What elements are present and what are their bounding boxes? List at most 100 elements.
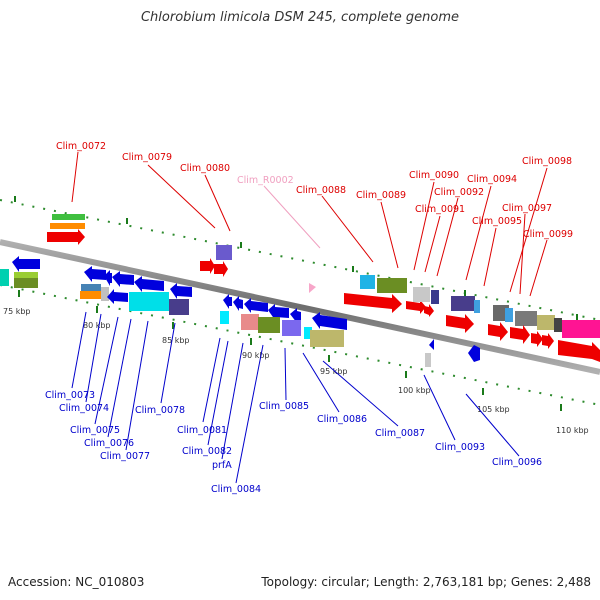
scale-ticks — [14, 196, 578, 411]
gene-arrow-forward[interactable] — [488, 322, 508, 341]
gene-feature[interactable] — [360, 275, 375, 289]
gene-feature[interactable] — [14, 272, 38, 278]
gene-arrow-reverse[interactable] — [12, 256, 40, 272]
gene-label[interactable]: Clim_0076 — [84, 438, 134, 449]
gene-arrow-forward[interactable] — [344, 293, 402, 313]
genome-stats: Topology: circular; Length: 2,763,181 bp… — [261, 575, 591, 589]
gene-label[interactable]: Clim_0074 — [59, 403, 109, 414]
gene-label[interactable]: Clim_0091 — [415, 204, 465, 215]
gene-arrow-forward[interactable] — [531, 331, 543, 347]
gene-feature[interactable] — [554, 318, 562, 332]
gene-label[interactable]: Clim_0099 — [523, 229, 573, 240]
gene-feature[interactable] — [505, 308, 513, 322]
scale-tick — [250, 338, 252, 345]
gene-label[interactable]: Clim_0084 — [211, 484, 261, 495]
gene-label[interactable]: Clim_0087 — [375, 428, 425, 439]
gene-feature[interactable] — [0, 269, 9, 286]
gene-arrow-reverse[interactable] — [290, 308, 301, 323]
gene-feature[interactable] — [220, 311, 229, 324]
gene-feature[interactable] — [129, 292, 169, 311]
gene-feature[interactable] — [310, 330, 344, 347]
gene-arrow-forward[interactable] — [542, 333, 554, 349]
gene-feature[interactable] — [258, 317, 280, 333]
gene-feature[interactable] — [425, 353, 431, 367]
gene-arrow-reverse[interactable] — [223, 294, 232, 309]
tick-label-75: 75 kbp — [3, 307, 31, 316]
gene-label[interactable]: Clim_0094 — [467, 174, 517, 185]
gene-label[interactable]: Clim_0097 — [502, 203, 552, 214]
map-title: Chlorobium limicola DSM 245, complete ge… — [140, 10, 460, 25]
gene-arrow-forward[interactable] — [200, 258, 215, 274]
gene-arrow-forward[interactable] — [446, 314, 474, 333]
gene-arrow-reverse[interactable] — [244, 298, 268, 313]
gene-arrow-forward[interactable] — [406, 300, 426, 314]
gene-arrow-reverse[interactable] — [468, 345, 480, 362]
tick-label-105: 105 kbp — [477, 405, 510, 414]
gene-feature[interactable] — [80, 291, 101, 299]
gene-label[interactable]: Clim_0090 — [409, 170, 459, 181]
gene-feature[interactable] — [431, 290, 439, 304]
gene-arrow-reverse[interactable] — [429, 339, 434, 350]
gene-arrow-reverse[interactable] — [104, 270, 112, 286]
gene-arrow-reverse[interactable] — [84, 266, 106, 282]
scale-tick — [328, 355, 330, 362]
gene-label[interactable]: Clim_0095 — [472, 216, 522, 227]
gene-label[interactable]: Clim_0072 — [56, 141, 106, 152]
gene-label[interactable]: Clim_0086 — [317, 414, 367, 425]
gene-label[interactable]: Clim_0098 — [522, 156, 572, 167]
gene-label[interactable]: Clim_0082 — [182, 446, 232, 457]
gene-feature[interactable] — [537, 315, 555, 330]
gene-feature[interactable] — [241, 314, 259, 330]
rna-feature[interactable] — [309, 283, 316, 293]
gene-label[interactable]: Clim_0089 — [356, 190, 406, 201]
gene-arrow-forward[interactable] — [558, 340, 600, 362]
gene-label[interactable]: prfA — [212, 460, 232, 471]
gene-arrow-forward[interactable] — [214, 261, 228, 277]
gene-feature[interactable] — [216, 245, 232, 260]
gene-label[interactable]: Clim_0078 — [135, 405, 185, 416]
scale-tick — [14, 196, 16, 202]
gene-feature[interactable] — [52, 214, 85, 220]
gene-arrow-reverse[interactable] — [107, 289, 128, 304]
gene-arrow-reverse[interactable] — [233, 296, 243, 311]
scale-tick — [576, 314, 578, 320]
gene-feature[interactable] — [515, 311, 537, 326]
gene-feature[interactable] — [474, 300, 480, 313]
gene-feature[interactable] — [101, 287, 109, 301]
tick-label-80: 80 kbp — [83, 321, 111, 330]
gene-feature[interactable] — [169, 299, 189, 315]
gene-arrow-forward[interactable] — [47, 229, 85, 245]
gene-feature[interactable] — [304, 327, 312, 339]
gene-feature[interactable] — [50, 223, 85, 229]
gene-arrow-reverse[interactable] — [268, 304, 289, 320]
gene-arrow-reverse[interactable] — [312, 312, 347, 330]
gene-feature[interactable] — [282, 320, 301, 336]
gene-feature[interactable] — [413, 287, 430, 302]
gene-label[interactable]: Clim_0096 — [492, 457, 542, 468]
gene-label[interactable]: Clim_0081 — [177, 425, 227, 436]
gene-feature[interactable] — [81, 284, 101, 291]
gene-arrow-forward[interactable] — [424, 304, 434, 317]
gene-label[interactable]: Clim_0085 — [259, 401, 309, 412]
gene-label[interactable]: Clim_0080 — [180, 163, 230, 174]
gene-arrow-reverse[interactable] — [170, 283, 192, 299]
gene-feature[interactable] — [377, 278, 407, 293]
gene-label[interactable]: Clim_0092 — [434, 187, 484, 198]
tick-label-95: 95 kbp — [320, 367, 348, 376]
gene-label[interactable]: Clim_0079 — [122, 152, 172, 163]
gene-arrow-reverse[interactable] — [112, 271, 134, 287]
gene-label[interactable]: Clim_0077 — [100, 451, 150, 462]
gene-feature[interactable] — [14, 278, 38, 288]
reverse-leader-lines — [71, 311, 520, 484]
gene-label[interactable]: Clim_0073 — [45, 390, 95, 401]
gene-label[interactable]: Clim_R0002 — [237, 175, 294, 186]
tick-label-100: 100 kbp — [398, 386, 431, 395]
gene-label[interactable]: Clim_0088 — [296, 185, 346, 196]
gene-feature[interactable] — [451, 296, 475, 311]
gene-feature[interactable] — [562, 320, 600, 338]
gene-label[interactable]: Clim_0093 — [435, 442, 485, 453]
gene-arrow-forward[interactable] — [510, 325, 530, 344]
gene-label[interactable]: Clim_0075 — [70, 425, 120, 436]
gene-arrow-reverse[interactable] — [134, 276, 164, 292]
